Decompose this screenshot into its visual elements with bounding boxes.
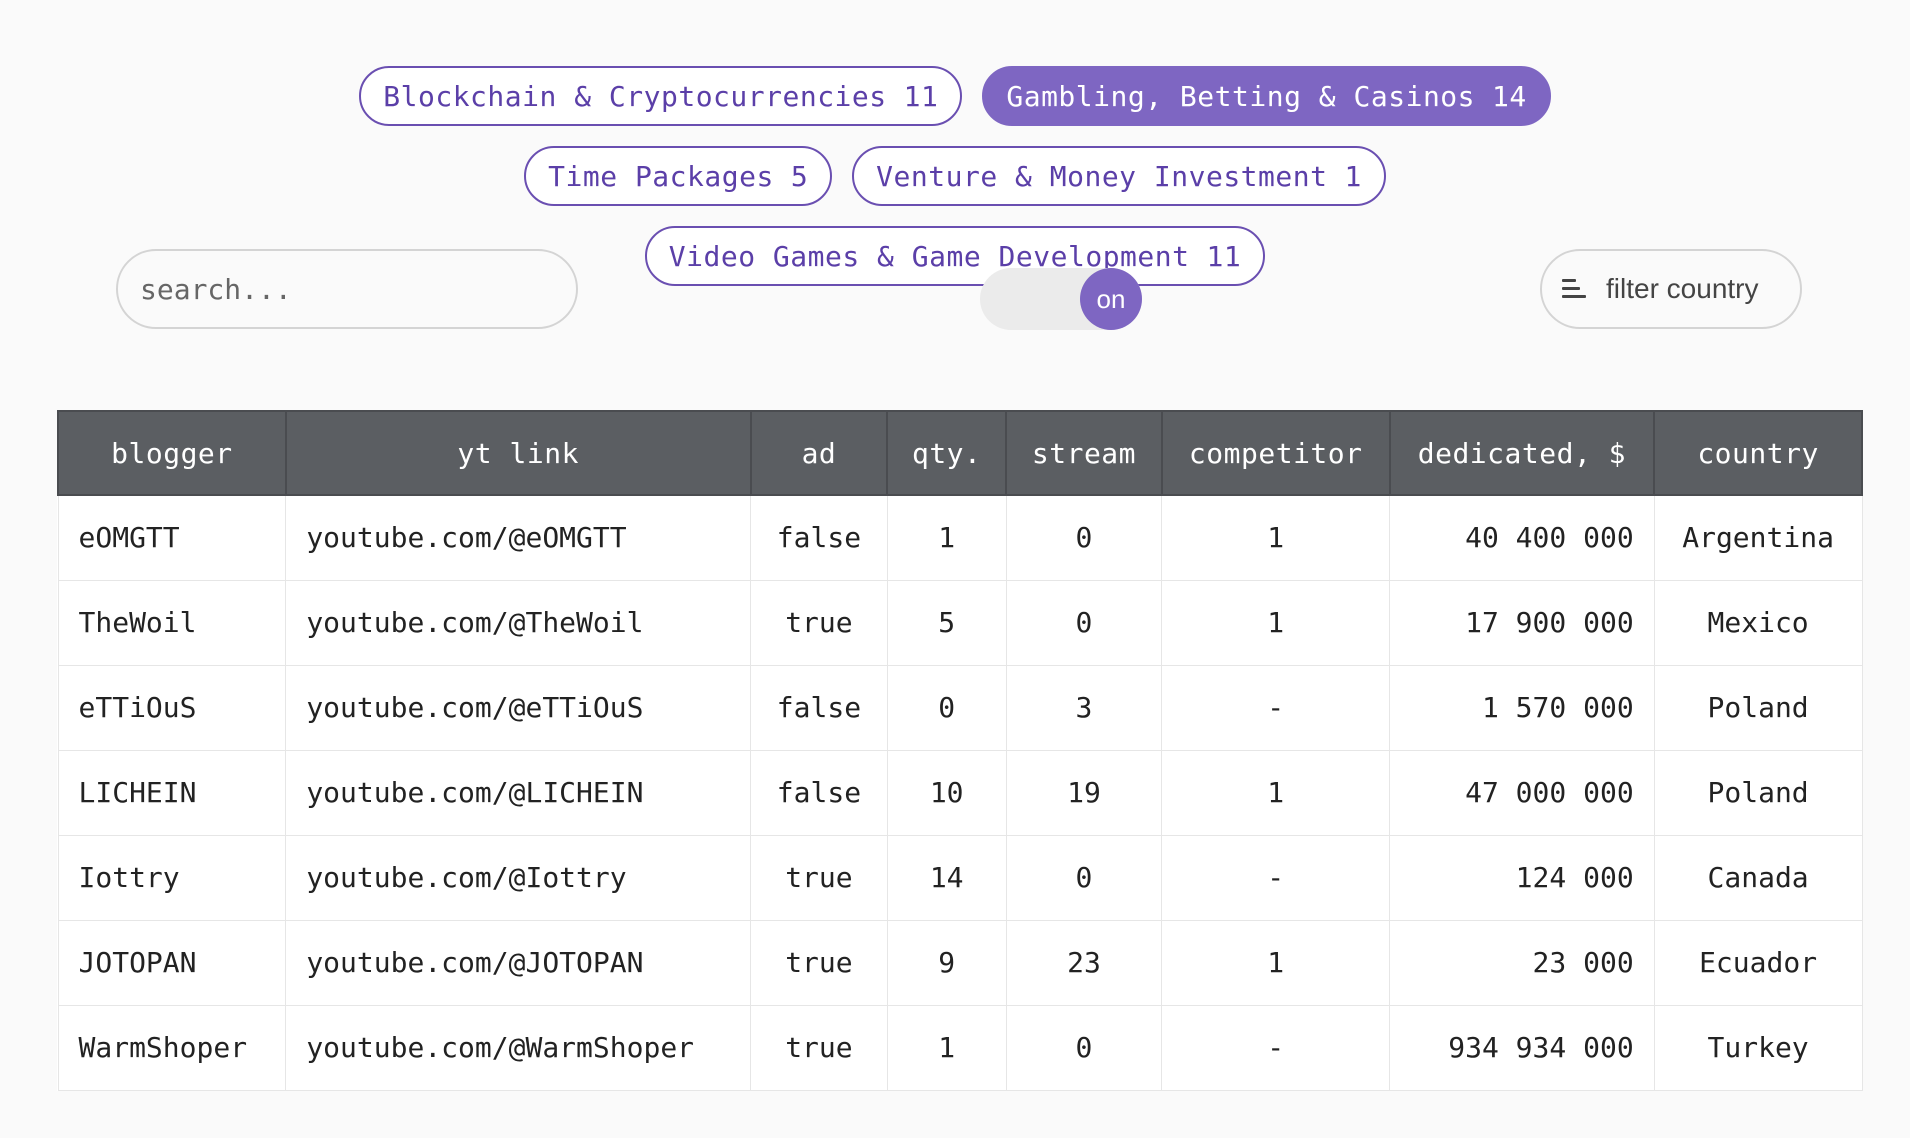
cell-qty: 1 xyxy=(886,1004,1007,1091)
cell-country: Argentina xyxy=(1653,494,1863,581)
table-row[interactable]: Iottry youtube.com/@Iottry true 14 0 - 1… xyxy=(57,834,1863,921)
tag-gambling[interactable]: Gambling, Betting & Casinos 14 xyxy=(982,66,1551,126)
cell-stream: 3 xyxy=(1005,664,1163,751)
table-row[interactable]: eTTiOuS youtube.com/@eTTiOuS false 0 3 -… xyxy=(57,664,1863,751)
cell-ad: true xyxy=(750,834,888,921)
tag-count: 5 xyxy=(790,159,809,193)
tag-label: Time Packages xyxy=(548,159,774,193)
cell-blogger: JOTOPAN xyxy=(57,919,287,1006)
cell-blogger: eTTiOuS xyxy=(57,664,287,751)
cell-dedicated: 124 000 xyxy=(1389,834,1655,921)
cell-dedicated: 40 400 000 xyxy=(1389,494,1655,581)
cell-stream: 0 xyxy=(1005,834,1163,921)
table-header-row: blogger yt link ad qty. stream competito… xyxy=(57,410,1863,496)
cell-competitor: - xyxy=(1161,664,1391,751)
cell-blogger: TheWoil xyxy=(57,579,287,666)
cell-ad: true xyxy=(750,579,888,666)
cell-yt-link[interactable]: youtube.com/@eOMGTT xyxy=(285,494,752,581)
cell-yt-link[interactable]: youtube.com/@eTTiOuS xyxy=(285,664,752,751)
cell-country: Ecuador xyxy=(1653,919,1863,1006)
header-qty[interactable]: qty. xyxy=(886,410,1008,496)
tag-time-packages[interactable]: Time Packages 5 xyxy=(524,146,833,206)
cell-ad: false xyxy=(750,664,888,751)
cell-country: Turkey xyxy=(1653,1004,1863,1091)
cell-blogger: LICHEIN xyxy=(57,749,287,836)
cell-ad: true xyxy=(750,1004,888,1091)
filter-country-button[interactable]: filter country xyxy=(1540,249,1802,329)
tag-label: Venture & Money Investment xyxy=(876,159,1328,193)
cell-qty: 9 xyxy=(886,919,1007,1006)
cell-blogger: WarmShoper xyxy=(57,1004,287,1091)
bloggers-table: blogger yt link ad qty. stream competito… xyxy=(57,410,1863,1091)
tag-video-games[interactable]: Video Games & Game Development 11 xyxy=(644,226,1266,286)
header-dedicated[interactable]: dedicated, $ xyxy=(1388,410,1656,496)
cell-competitor: - xyxy=(1161,834,1391,921)
header-yt-link[interactable]: yt link xyxy=(284,410,752,496)
tag-blockchain[interactable]: Blockchain & Cryptocurrencies 11 xyxy=(359,66,963,126)
tag-label: Video Games & Game Development xyxy=(668,239,1190,273)
table-row[interactable]: JOTOPAN youtube.com/@JOTOPAN true 9 23 1… xyxy=(57,919,1863,1006)
cell-yt-link[interactable]: youtube.com/@TheWoil xyxy=(285,579,752,666)
cell-competitor: 1 xyxy=(1161,919,1391,1006)
cell-yt-link[interactable]: youtube.com/@WarmShoper xyxy=(285,1004,752,1091)
cell-country: Poland xyxy=(1653,749,1863,836)
tag-count: 11 xyxy=(903,79,939,113)
header-stream[interactable]: stream xyxy=(1005,410,1163,496)
on-off-toggle[interactable]: on xyxy=(980,268,1142,330)
cell-qty: 5 xyxy=(886,579,1007,666)
filter-lines-icon xyxy=(1562,279,1586,299)
cell-qty: 10 xyxy=(886,749,1007,836)
tag-label: Gambling, Betting & Casinos xyxy=(1006,79,1476,113)
cell-yt-link[interactable]: youtube.com/@Iottry xyxy=(285,834,752,921)
cell-yt-link[interactable]: youtube.com/@JOTOPAN xyxy=(285,919,752,1006)
cell-stream: 0 xyxy=(1005,579,1163,666)
cell-country: Poland xyxy=(1653,664,1863,751)
tag-label: Blockchain & Cryptocurrencies xyxy=(383,79,887,113)
header-competitor[interactable]: competitor xyxy=(1160,410,1391,496)
category-tags: Blockchain & Cryptocurrencies 11 Gamblin… xyxy=(0,66,1910,286)
cell-qty: 14 xyxy=(886,834,1007,921)
toggle-knob: on xyxy=(1080,268,1142,330)
header-blogger[interactable]: blogger xyxy=(57,410,287,496)
table-row[interactable]: TheWoil youtube.com/@TheWoil true 5 0 1 … xyxy=(57,579,1863,666)
cell-dedicated: 23 000 xyxy=(1389,919,1655,1006)
tag-count: 14 xyxy=(1492,79,1527,113)
header-ad[interactable]: ad xyxy=(749,410,889,496)
header-country[interactable]: country xyxy=(1653,410,1863,496)
cell-ad: true xyxy=(750,919,888,1006)
table-row[interactable]: WarmShoper youtube.com/@WarmShoper true … xyxy=(57,1004,1863,1091)
table-row[interactable]: eOMGTT youtube.com/@eOMGTT false 1 0 1 4… xyxy=(57,494,1863,581)
cell-stream: 0 xyxy=(1005,1004,1163,1091)
cell-competitor: 1 xyxy=(1161,749,1391,836)
cell-stream: 0 xyxy=(1005,494,1163,581)
cell-dedicated: 934 934 000 xyxy=(1389,1004,1655,1091)
filter-label: filter country xyxy=(1606,273,1759,304)
search-box xyxy=(116,249,578,329)
cell-ad: false xyxy=(750,749,888,836)
cell-dedicated: 17 900 000 xyxy=(1389,579,1655,666)
cell-competitor: 1 xyxy=(1161,579,1391,666)
cell-stream: 23 xyxy=(1005,919,1163,1006)
cell-stream: 19 xyxy=(1005,749,1163,836)
cell-yt-link[interactable]: youtube.com/@LICHEIN xyxy=(285,749,752,836)
cell-competitor: 1 xyxy=(1161,494,1391,581)
cell-qty: 0 xyxy=(886,664,1007,751)
cell-country: Canada xyxy=(1653,834,1863,921)
cell-competitor: - xyxy=(1161,1004,1391,1091)
tag-count: 1 xyxy=(1344,159,1362,193)
cell-qty: 1 xyxy=(886,494,1007,581)
tag-venture[interactable]: Venture & Money Investment 1 xyxy=(852,146,1386,206)
table-row[interactable]: LICHEIN youtube.com/@LICHEIN false 10 19… xyxy=(57,749,1863,836)
cell-blogger: Iottry xyxy=(57,834,287,921)
tag-count: 11 xyxy=(1206,239,1242,273)
search-input[interactable] xyxy=(140,272,554,306)
cell-blogger: eOMGTT xyxy=(57,494,287,581)
cell-ad: false xyxy=(750,494,888,581)
cell-dedicated: 1 570 000 xyxy=(1389,664,1655,751)
cell-country: Mexico xyxy=(1653,579,1863,666)
cell-dedicated: 47 000 000 xyxy=(1389,749,1655,836)
